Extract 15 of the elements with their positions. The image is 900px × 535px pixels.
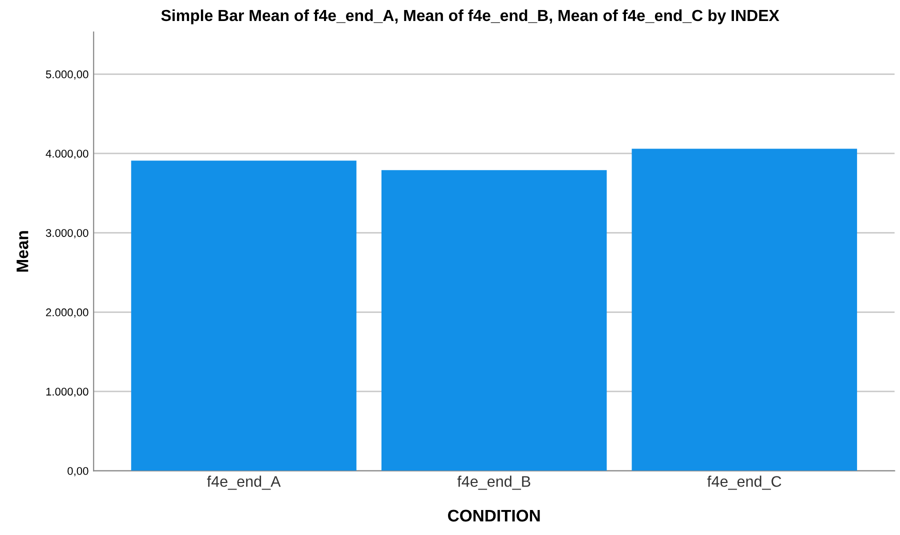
x-tick-label: f4e_end_A	[207, 476, 281, 490]
y-tick-label: 3.000,00	[46, 229, 88, 238]
chart-title: Simple Bar Mean of f4e_end_A, Mean of f4e_end_B, Mean of f4e_end_C by INDEX	[161, 9, 780, 24]
bar	[381, 170, 607, 471]
x-tick-label: f4e_end_C	[707, 476, 782, 490]
y-tick-label: 4.000,00	[46, 150, 88, 159]
y-tick-label: 5.000,00	[46, 70, 88, 80]
y-axis-title: Mean	[16, 231, 28, 272]
y-tick-label: 2.000,00	[46, 308, 88, 318]
y-tick-label: 1.000,00	[46, 388, 88, 397]
x-tick-label: f4e_end_B	[457, 476, 530, 490]
bar	[131, 160, 356, 471]
x-axis-title: CONDITION	[448, 510, 540, 522]
bar	[632, 148, 858, 471]
y-tick-label: 0,00	[68, 467, 88, 476]
